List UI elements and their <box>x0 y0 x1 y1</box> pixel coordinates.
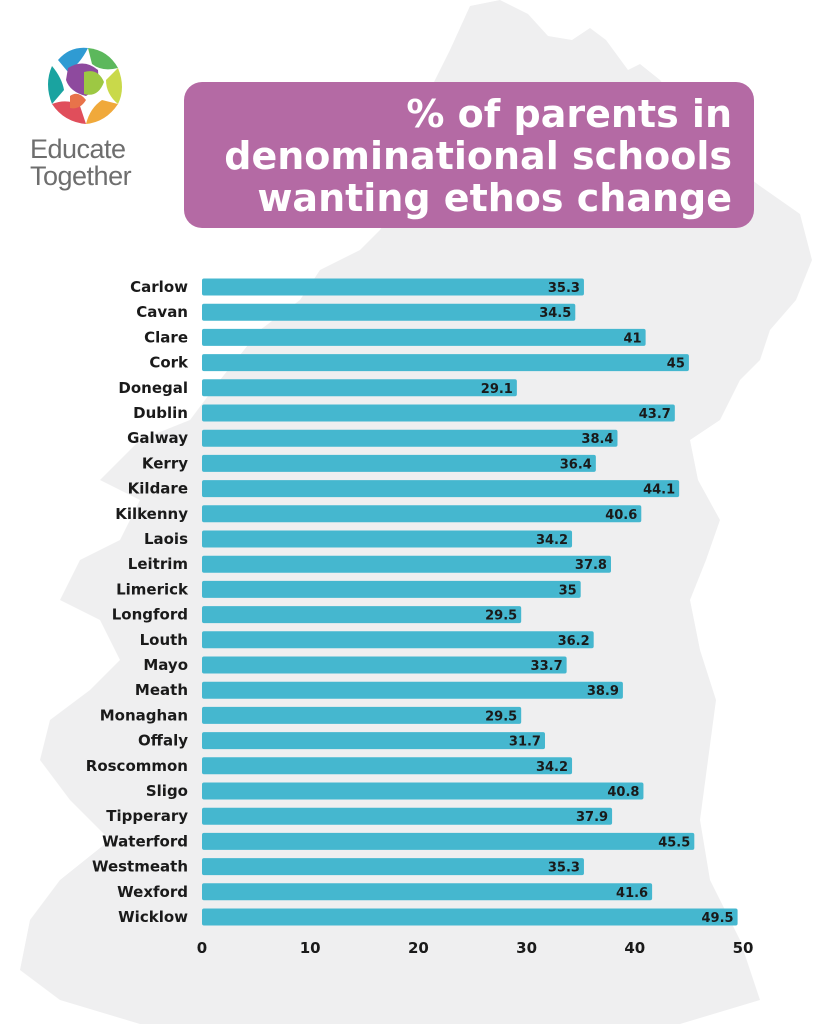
value-label-offaly: 31.7 <box>509 735 541 750</box>
bar-kildare <box>202 480 680 498</box>
brand-name-line-2: Together <box>30 161 132 191</box>
category-label-limerick: Limerick <box>116 580 189 598</box>
category-label-kilkenny: Kilkenny <box>115 505 188 523</box>
bar-sligo <box>202 782 644 800</box>
value-label-longford: 29.5 <box>485 609 517 624</box>
value-label-cork: 45 <box>667 357 685 372</box>
value-label-westmeath: 35.3 <box>548 861 580 876</box>
value-label-donegal: 29.1 <box>481 382 513 397</box>
bar-donegal <box>202 379 517 397</box>
value-label-meath: 38.9 <box>587 684 619 699</box>
value-label-wicklow: 49.5 <box>702 911 734 926</box>
category-label-westmeath: Westmeath <box>92 858 188 876</box>
value-label-galway: 38.4 <box>581 432 613 447</box>
title-line-3: wanting ethos change <box>257 176 732 220</box>
value-label-sligo: 40.8 <box>607 785 639 800</box>
brand-name-line-1: Educate <box>30 134 126 164</box>
category-label-wicklow: Wicklow <box>118 908 188 926</box>
category-label-cork: Cork <box>149 354 189 372</box>
bar-wicklow <box>202 908 738 926</box>
value-label-cavan: 34.5 <box>539 306 571 321</box>
x-tick-label-50: 50 <box>733 939 754 957</box>
category-label-waterford: Waterford <box>102 832 188 850</box>
category-label-offaly: Offaly <box>138 732 188 750</box>
category-label-donegal: Donegal <box>118 379 188 397</box>
category-label-roscommon: Roscommon <box>86 757 188 775</box>
value-label-kildare: 44.1 <box>643 483 675 498</box>
category-label-clare: Clare <box>144 328 188 346</box>
bar-monaghan <box>202 706 522 724</box>
category-label-meath: Meath <box>135 681 188 699</box>
value-label-limerick: 35 <box>559 583 577 598</box>
bar-laois <box>202 530 573 548</box>
x-tick-label-20: 20 <box>408 939 429 957</box>
bar-westmeath <box>202 858 584 876</box>
value-label-clare: 41 <box>624 331 642 346</box>
category-label-tipperary: Tipperary <box>106 807 188 825</box>
title-banner: % of parents in denominational schools w… <box>184 82 754 228</box>
category-label-laois: Laois <box>144 530 188 548</box>
category-label-galway: Galway <box>127 429 188 447</box>
bar-cork <box>202 354 689 372</box>
x-tick-label-10: 10 <box>300 939 321 957</box>
bar-tipperary <box>202 807 613 825</box>
bar-dublin <box>202 404 675 422</box>
bar-kerry <box>202 454 596 472</box>
value-label-kerry: 36.4 <box>560 457 592 472</box>
value-label-laois: 34.2 <box>536 533 568 548</box>
bar-waterford <box>202 832 695 850</box>
bar-wexford <box>202 883 653 901</box>
category-label-cavan: Cavan <box>136 303 188 321</box>
bar-clare <box>202 328 646 346</box>
bar-carlow <box>202 278 584 296</box>
value-label-dublin: 43.7 <box>639 407 671 422</box>
category-label-wexford: Wexford <box>117 883 188 901</box>
value-label-monaghan: 29.5 <box>485 709 517 724</box>
category-label-mayo: Mayo <box>143 656 188 674</box>
x-tick-label-40: 40 <box>624 939 645 957</box>
bar-cavan <box>202 303 576 321</box>
category-label-sligo: Sligo <box>146 782 188 800</box>
bar-leitrim <box>202 555 611 573</box>
value-label-louth: 36.2 <box>558 634 590 649</box>
title-line-2: denominational schools <box>224 134 732 178</box>
category-label-longford: Longford <box>112 606 188 624</box>
value-label-leitrim: 37.8 <box>575 558 607 573</box>
educate-together-logo <box>43 41 127 125</box>
x-tick-label-30: 30 <box>516 939 537 957</box>
category-label-louth: Louth <box>140 631 188 649</box>
value-label-tipperary: 37.9 <box>576 810 608 825</box>
value-label-roscommon: 34.2 <box>536 760 568 775</box>
bar-galway <box>202 429 618 447</box>
category-label-kerry: Kerry <box>142 454 188 472</box>
bar-meath <box>202 681 623 699</box>
value-label-wexford: 41.6 <box>616 886 648 901</box>
title-line-1: % of parents in <box>406 92 732 136</box>
bar-mayo <box>202 656 567 674</box>
x-tick-label-0: 0 <box>197 939 207 957</box>
category-label-leitrim: Leitrim <box>128 555 188 573</box>
bar-roscommon <box>202 757 573 775</box>
category-label-kildare: Kildare <box>128 480 188 498</box>
category-label-dublin: Dublin <box>133 404 188 422</box>
value-label-carlow: 35.3 <box>548 281 580 296</box>
bar-kilkenny <box>202 505 642 523</box>
bar-limerick <box>202 580 581 598</box>
bar-louth <box>202 631 594 649</box>
value-label-kilkenny: 40.6 <box>605 508 637 523</box>
bar-longford <box>202 606 522 624</box>
category-label-monaghan: Monaghan <box>100 706 188 724</box>
value-label-waterford: 45.5 <box>658 835 690 850</box>
value-label-mayo: 33.7 <box>531 659 563 674</box>
category-label-carlow: Carlow <box>130 278 188 296</box>
bar-offaly <box>202 732 545 750</box>
